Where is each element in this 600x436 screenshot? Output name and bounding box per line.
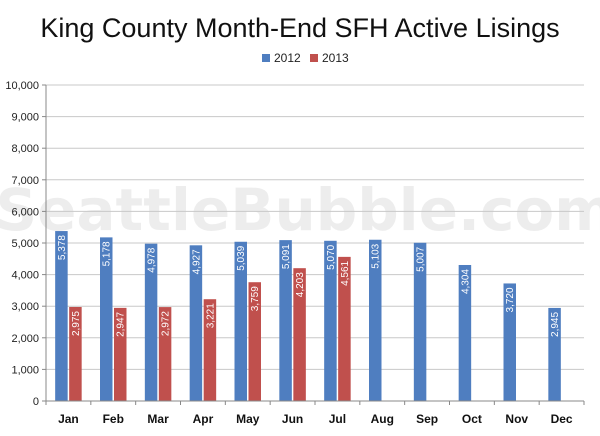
bar-2013 <box>293 268 306 401</box>
bar-2013 <box>203 299 217 401</box>
bar-2013 <box>248 282 261 401</box>
y-tick-label: 9,000 <box>11 112 39 124</box>
bar-2013 <box>158 307 172 401</box>
x-tick-label: Apr <box>193 412 214 426</box>
bar-2012 <box>234 241 247 401</box>
x-tick-label: Feb <box>103 412 124 426</box>
legend-label-2013: 2013 <box>322 51 349 65</box>
bar-2012 <box>100 237 113 401</box>
x-tick-label: Oct <box>462 412 482 426</box>
bar-value-label: 5,378 <box>57 235 68 260</box>
y-tick-label: 5,000 <box>11 238 39 250</box>
legend: 2012 2013 <box>262 51 349 65</box>
bar-2012 <box>55 231 68 401</box>
x-tick-label: Mar <box>147 412 169 426</box>
y-tick-label: 4,000 <box>11 270 39 282</box>
bar-2013 <box>69 306 82 401</box>
bar-value-label: 4,561 <box>340 260 351 285</box>
bar-value-label: 2,947 <box>116 311 127 336</box>
bar-value-label: 4,304 <box>460 269 471 294</box>
bar-value-label: 4,203 <box>295 272 306 297</box>
x-tick-label: Sep <box>416 412 438 426</box>
bar-2012 <box>369 239 382 401</box>
bar-2013 <box>114 307 127 401</box>
y-tick-label: 8,000 <box>11 143 39 155</box>
x-tick-label: May <box>236 412 260 426</box>
bar-2012 <box>279 240 292 401</box>
y-tick-label: 1,000 <box>11 364 39 376</box>
bar-value-labels: 5,378 2,975 5,178 2,947 4,978 2,972 4,927 3,221… <box>57 235 561 337</box>
legend-swatch-2013 <box>310 54 318 62</box>
y-tick-label: 2,000 <box>11 333 39 345</box>
y-tick-label: 7,000 <box>11 175 39 187</box>
x-tick-label: Dec <box>551 412 573 426</box>
x-axis: Jan Feb Mar Apr May Jun Jul Aug Sep Oct Nov Dec <box>45 400 585 426</box>
bar-value-label: 5,103 <box>371 243 382 268</box>
legend-swatch-2012 <box>262 54 270 62</box>
bar-2012 <box>548 307 561 401</box>
x-tick-label: Aug <box>371 412 394 426</box>
bar-2012 <box>413 242 427 401</box>
bar-2012 <box>144 243 158 401</box>
y-tick-label: 6,000 <box>11 206 39 218</box>
bar-value-label: 5,178 <box>102 241 113 266</box>
bar-value-label: 3,221 <box>205 303 216 328</box>
y-tick-label: 10,000 <box>5 80 39 92</box>
bar-value-label: 5,070 <box>326 244 337 269</box>
x-tick-label: Nov <box>505 412 528 426</box>
bar-2012 <box>503 283 516 401</box>
watermark: SeattleBubble.com <box>0 176 600 244</box>
bar-2012 <box>324 240 337 401</box>
chart-title: King County Month-End SFH Active Lisings <box>40 13 559 43</box>
bar-value-label: 2,972 <box>161 311 172 336</box>
x-tick-label: Jan <box>58 412 79 426</box>
bar-2012 <box>189 245 203 401</box>
gridlines <box>46 84 584 370</box>
x-tick-label: Jul <box>329 412 346 426</box>
y-tick-label: 3,000 <box>11 301 39 313</box>
bar-value-label: 4,978 <box>147 247 158 272</box>
bar-value-label: 3,759 <box>250 286 261 311</box>
bar-value-label: 5,039 <box>236 245 247 270</box>
y-axis: 0 1,000 2,000 3,000 4,000 5,000 6,000 7,000 8,00… <box>5 80 47 408</box>
bar-value-label: 5,007 <box>416 246 427 271</box>
bar-value-label: 2,945 <box>550 312 561 337</box>
legend-label-2012: 2012 <box>274 51 301 65</box>
bar-value-label: 4,927 <box>191 249 202 274</box>
bars <box>55 231 561 401</box>
bar-2013 <box>338 256 351 401</box>
bar-value-label: 3,720 <box>505 287 516 312</box>
bar-2012 <box>458 264 472 401</box>
x-tick-label: Jun <box>282 412 303 426</box>
bar-value-label: 2,975 <box>71 311 82 336</box>
y-tick-label: 0 <box>33 396 39 408</box>
bar-value-label: 5,091 <box>281 244 292 269</box>
